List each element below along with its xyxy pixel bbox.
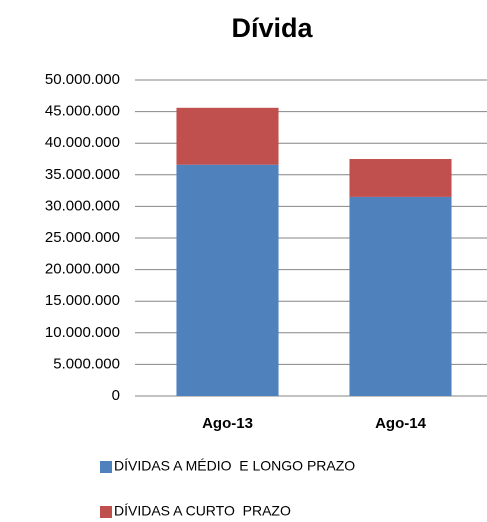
legend-swatch [100, 506, 112, 518]
y-tick-label: 10.000.000 [45, 324, 120, 341]
y-tick-label: 0 [112, 387, 120, 404]
bar-segment [349, 196, 452, 396]
y-tick-label: 15.000.000 [45, 292, 120, 309]
y-tick-label: 40.000.000 [45, 134, 120, 151]
y-tick-label: 50.000.000 [45, 71, 120, 88]
y-tick-label: 35.000.000 [45, 166, 120, 183]
y-tick-label: 5.000.000 [53, 355, 120, 372]
y-tick-label: 45.000.000 [45, 103, 120, 120]
chart-title: Dívida [231, 13, 313, 43]
bar-segment [349, 159, 452, 197]
bar-segment [176, 107, 279, 165]
legend-label: DÍVIDAS A CURTO PRAZO [114, 503, 291, 519]
x-tick-label: Ago-14 [375, 415, 426, 432]
x-tick-label: Ago-13 [202, 415, 253, 432]
y-tick-label: 20.000.000 [45, 261, 120, 278]
legend-label: DÍVIDAS A MÉDIO E LONGO PRAZO [114, 458, 355, 474]
bar-segment [176, 164, 279, 396]
y-tick-label: 30.000.000 [45, 197, 120, 214]
y-tick-label: 25.000.000 [45, 229, 120, 246]
legend-swatch [100, 461, 112, 473]
